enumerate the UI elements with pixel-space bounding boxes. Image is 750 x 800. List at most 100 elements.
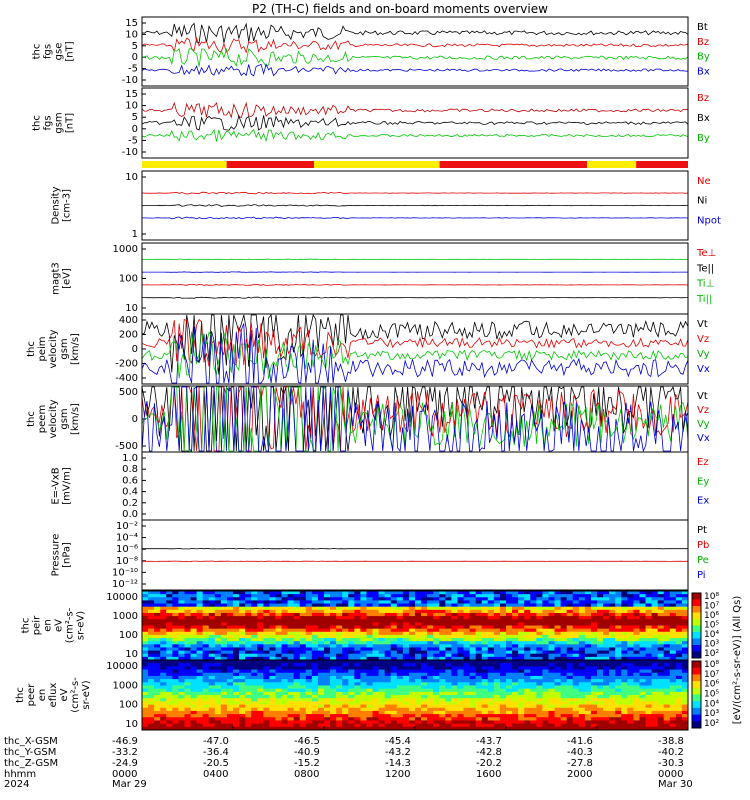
spectrogram-cell [226, 672, 234, 677]
spectrogram-cell [245, 609, 252, 614]
spectrogram-cell [475, 723, 483, 728]
spectrogram-cell [645, 628, 653, 633]
spectrogram-cell [572, 634, 580, 639]
spectrogram-cell [214, 695, 222, 699]
spectrogram-cell [572, 594, 580, 598]
spectrogram-cell [584, 591, 592, 595]
spectrogram-cell [445, 669, 452, 674]
spectrogram-cell [518, 644, 525, 648]
spectrogram-cell [378, 628, 386, 633]
spectrogram-cell [481, 603, 489, 608]
spectrogram-cell [445, 631, 452, 636]
spectrogram-cell [669, 641, 677, 645]
spectrogram-cell [336, 631, 343, 636]
ylabel-line: velocity [48, 329, 59, 368]
ytick-label: 0.8 [122, 464, 138, 475]
spectrogram-cell [481, 638, 489, 642]
colorbar-cell [692, 694, 701, 702]
spectrogram-cell [597, 641, 604, 645]
spectrogram-cell [445, 638, 452, 642]
spectrogram-cell [305, 600, 313, 605]
spectrogram-cell [317, 647, 325, 652]
spectrogram-cell [214, 628, 222, 633]
colorbar-tick: 10² [704, 719, 719, 729]
spectrogram-cell [548, 603, 556, 608]
spectrogram-cell [439, 616, 446, 620]
spectrogram-cell [208, 717, 216, 721]
spectrogram-cell [524, 698, 531, 702]
spectrogram-cell [148, 625, 155, 630]
spectrogram-cell [390, 710, 398, 715]
spectrogram-cell [566, 625, 574, 630]
spectrogram-cell [342, 603, 349, 608]
spectrogram-cell [178, 656, 185, 661]
ylabel-line: E=-VxB [51, 467, 62, 504]
spectrogram-cell [560, 644, 568, 648]
spectrogram-cell [421, 612, 428, 617]
spectrogram-cell [317, 631, 325, 636]
spectrogram-cell [275, 647, 283, 652]
spectrogram-cell [166, 600, 173, 605]
spectrogram-cell [251, 625, 258, 630]
spectrogram-cell [463, 597, 471, 601]
spectrogram-cell [457, 663, 465, 667]
spectrogram-cell [208, 663, 216, 667]
spectrogram-cell [178, 710, 185, 715]
spectrogram-cell [245, 682, 252, 686]
spectrogram-cell [239, 717, 246, 721]
spectrogram-cell [657, 603, 665, 608]
spectrogram-cell [317, 675, 325, 680]
spectrogram-cell [317, 707, 325, 712]
panel-frame [141, 16, 689, 87]
spectrogram-cell [487, 660, 495, 664]
spectrogram-cell [342, 594, 349, 598]
spectrogram-cell [633, 707, 640, 712]
spectrogram-cell [421, 638, 428, 642]
legend-entry: Vy [697, 349, 710, 360]
spectrogram-cell [305, 609, 313, 614]
spectrogram-cell [372, 685, 380, 690]
spectrogram-cell [390, 691, 398, 696]
spectrogram-cell [330, 691, 337, 696]
spectrogram-cell [226, 701, 234, 706]
spectrogram-cell [572, 619, 580, 623]
spectrogram-cell [184, 675, 192, 680]
spectrogram-cell [433, 647, 440, 652]
spectrogram-cell [481, 672, 489, 677]
spectrogram-cell [493, 631, 501, 636]
spectrogram-cell [269, 628, 276, 633]
spectrogram-cell [554, 656, 562, 661]
spectrogram-cell [506, 717, 513, 721]
spectrogram-cell [603, 672, 610, 677]
spectrogram-cell [178, 723, 185, 728]
spectrogram-cell [590, 723, 598, 728]
spectrogram-cell [433, 704, 440, 709]
spectrogram-cell [287, 638, 295, 642]
spectrogram-cell [366, 723, 374, 728]
spectrogram-cell [372, 695, 380, 699]
spectrogram-cell [408, 622, 416, 626]
spectrogram-cell [281, 591, 289, 595]
spectrogram-cell [226, 717, 234, 721]
spectrogram-cell [172, 609, 179, 614]
spectrogram-cell [627, 714, 634, 718]
spectrogram-cell [578, 663, 586, 667]
spectrogram-cell [257, 631, 264, 636]
spectrogram-cell [299, 609, 307, 614]
spectrogram-cell [190, 631, 198, 636]
ytick-label: 0 [132, 344, 138, 355]
spectrogram-cell [560, 723, 568, 728]
spectrogram-cell [257, 682, 264, 686]
spectrogram-cell [408, 612, 416, 617]
spectrogram-cell [548, 619, 556, 623]
spectrogram-cell [402, 710, 410, 715]
spectrogram-cell [330, 650, 337, 655]
spectrogram-cell [305, 710, 313, 715]
spectrogram-cell [196, 631, 204, 636]
spectrogram-cell [590, 707, 598, 712]
colorbar-tick: 10² [704, 649, 719, 659]
spectrogram-cell [208, 631, 216, 636]
spectrogram-cell [548, 597, 556, 601]
spectrogram-cell [324, 622, 331, 626]
spectrogram-cell [196, 625, 204, 630]
